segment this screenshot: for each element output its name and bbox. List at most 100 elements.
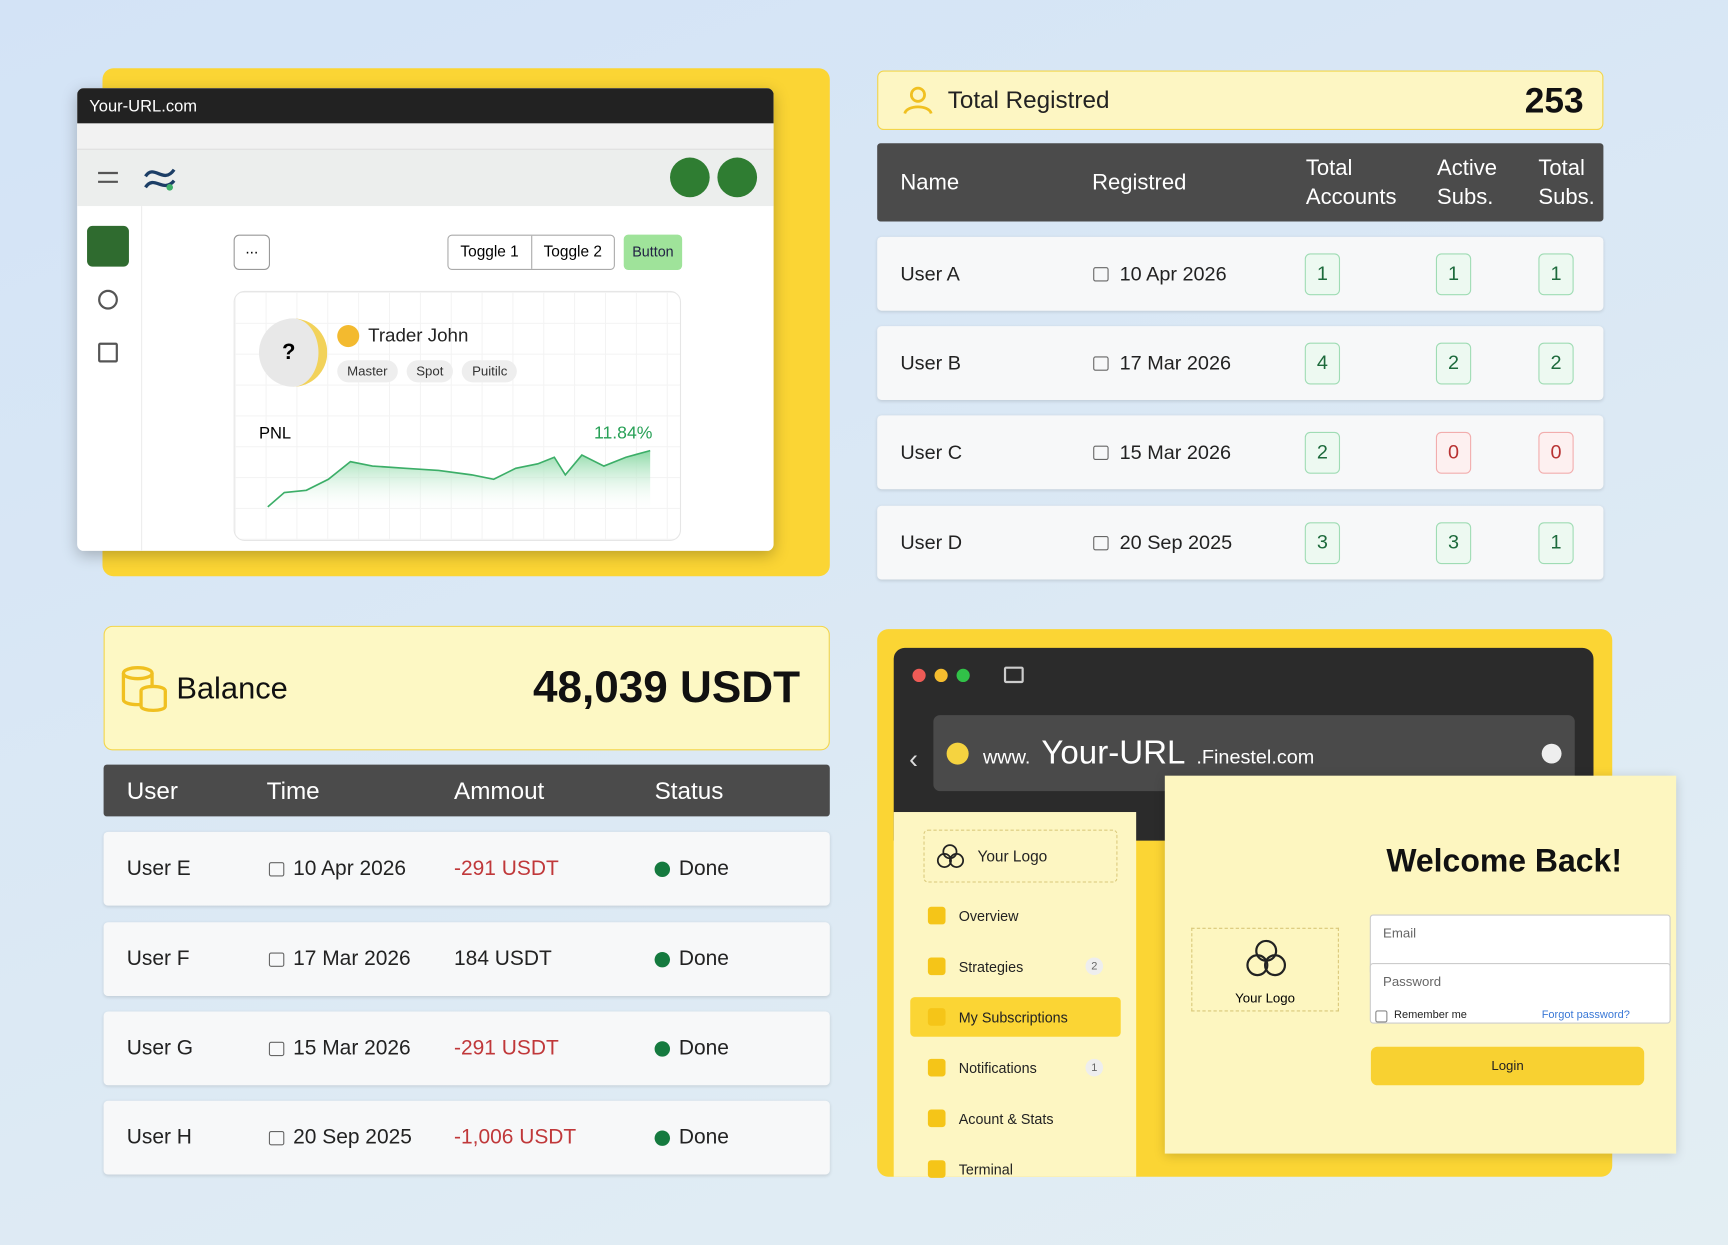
status-dot: [654, 1129, 671, 1146]
menu-item[interactable]: Acount & Stats: [910, 1098, 1120, 1138]
balance-header: Balance 48,039 USDT: [103, 625, 830, 751]
url-bar: Your-URL.com: [77, 88, 774, 124]
nav-active[interactable]: [87, 225, 129, 267]
more[interactable]: [1541, 743, 1562, 764]
coins-icon: [121, 666, 167, 713]
menu-icon: [927, 1008, 946, 1026]
status: Done: [678, 946, 729, 971]
menu-badge: 2: [1085, 957, 1104, 976]
count-badge: 1: [1304, 252, 1341, 295]
table-row: User A 10 Apr 2026 1 1 1: [877, 236, 1604, 311]
forgot-link[interactable]: Forgot password?: [1541, 1009, 1630, 1022]
calendar-icon: [1093, 266, 1109, 281]
count-badge: 0: [1538, 431, 1574, 474]
menu-item[interactable]: Notifications 1: [910, 1048, 1120, 1088]
logo-icon: [1246, 939, 1287, 977]
column-header: Name: [900, 170, 960, 195]
toggle[interactable]: Toggle 1: [449, 235, 532, 269]
login-logo: Your Logo: [1191, 927, 1339, 1012]
remember-label: Remember me: [1394, 1009, 1467, 1022]
calendar-icon: [268, 951, 285, 967]
user-name: User H: [126, 1125, 192, 1149]
nav-chart[interactable]: [98, 342, 118, 363]
back-button[interactable]: ‹: [909, 744, 918, 775]
balance-table-header: User Time Ammout Status: [103, 764, 830, 817]
password-input[interactable]: Password: [1369, 962, 1671, 1024]
app-logo: [144, 168, 176, 191]
status-dot: [654, 1040, 671, 1057]
calendar-icon: [1093, 445, 1109, 460]
user-name: User G: [126, 1036, 194, 1060]
tags: Master Spot Puitilc: [337, 360, 518, 383]
dot[interactable]: [934, 668, 948, 683]
user-name: User B: [900, 351, 961, 374]
button[interactable]: Button: [623, 234, 683, 270]
welcome: Welcome Back!: [1386, 843, 1622, 880]
calendar-icon: [268, 1041, 285, 1056]
logo-icon: [936, 844, 965, 868]
menu-label: Strategies: [958, 958, 1024, 975]
dot[interactable]: [956, 668, 970, 683]
tag: Master: [337, 360, 398, 383]
column-header: Time: [266, 776, 320, 804]
count-badge: 1: [1538, 521, 1574, 564]
users-icon: [903, 86, 933, 115]
table-row: User E 10 Apr 2026 -291 USDT Done: [103, 831, 830, 906]
registered-title: Total Registred: [947, 85, 1110, 114]
column-header: Status: [654, 776, 724, 804]
table-row: User F 17 Mar 2026 184 USDT Done: [103, 922, 830, 997]
menu-item[interactable]: Strategies 2: [910, 946, 1120, 986]
table-row: User D 20 Sep 2025 3 3 1: [877, 505, 1604, 580]
date: 17 Mar 2026: [293, 946, 411, 971]
hamburger[interactable]: [97, 169, 119, 187]
menu-badge: 1: [1085, 1058, 1104, 1077]
tag: Puitilc: [462, 360, 518, 383]
sidebar-toggle[interactable]: [1003, 666, 1024, 684]
url-main: Your-URL: [1041, 734, 1186, 772]
date: 10 Apr 2026: [293, 856, 407, 880]
bell-button[interactable]: [670, 157, 710, 198]
toggle[interactable]: Toggle 2: [543, 242, 602, 261]
dot[interactable]: [912, 668, 926, 683]
calendar-icon: [1093, 535, 1109, 550]
avatar: ?: [258, 318, 328, 387]
table-row: User C 15 Mar 2026 2 0 0: [877, 415, 1604, 490]
menu-item[interactable]: Overview: [910, 896, 1120, 936]
count-badge: 3: [1304, 521, 1341, 564]
app-header: [77, 149, 774, 207]
date: 17 Mar 2026: [1119, 351, 1232, 374]
menu-item[interactable]: My Subscriptions: [910, 997, 1121, 1037]
sidebar: [77, 206, 143, 551]
count-badge: 3: [1435, 521, 1472, 564]
count-badge: 2: [1435, 342, 1472, 384]
user-name: User F: [126, 946, 190, 971]
user-name: User A: [900, 262, 960, 285]
remember-checkbox[interactable]: [1375, 1010, 1388, 1023]
menu-icon: [927, 957, 946, 976]
date: 15 Mar 2026: [293, 1036, 411, 1060]
more-button[interactable]: ...: [233, 234, 270, 270]
menu-label: My Subscriptions: [958, 1008, 1068, 1026]
count-badge: 2: [1304, 431, 1341, 474]
status-dot: [654, 951, 671, 967]
menu-item[interactable]: Terminal: [910, 1149, 1120, 1189]
user-button[interactable]: [717, 157, 758, 198]
menu-icon: [927, 1160, 946, 1178]
site-icon: [946, 742, 969, 765]
column-header: Ammout: [454, 776, 545, 804]
menu-label: Overview: [958, 907, 1019, 924]
logo-text: Your Logo: [977, 847, 1048, 865]
pnl-sparkline: [267, 449, 651, 513]
user-name: User E: [126, 856, 191, 880]
url: Your-URL.com: [89, 96, 198, 116]
count-badge: 1: [1538, 252, 1574, 295]
menu-label: Terminal: [958, 1160, 1013, 1178]
pnl-label: PNL: [258, 424, 292, 443]
nav-refresh[interactable]: [98, 289, 118, 310]
trader-card: ? Trader John Master Spot Puitilc PNL 11.8…: [233, 290, 682, 541]
pnl-value: 11.84%: [593, 424, 653, 443]
status: Done: [678, 856, 729, 880]
amount: -1,006 USDT: [454, 1125, 577, 1149]
login-button[interactable]: Login: [1370, 1046, 1645, 1086]
